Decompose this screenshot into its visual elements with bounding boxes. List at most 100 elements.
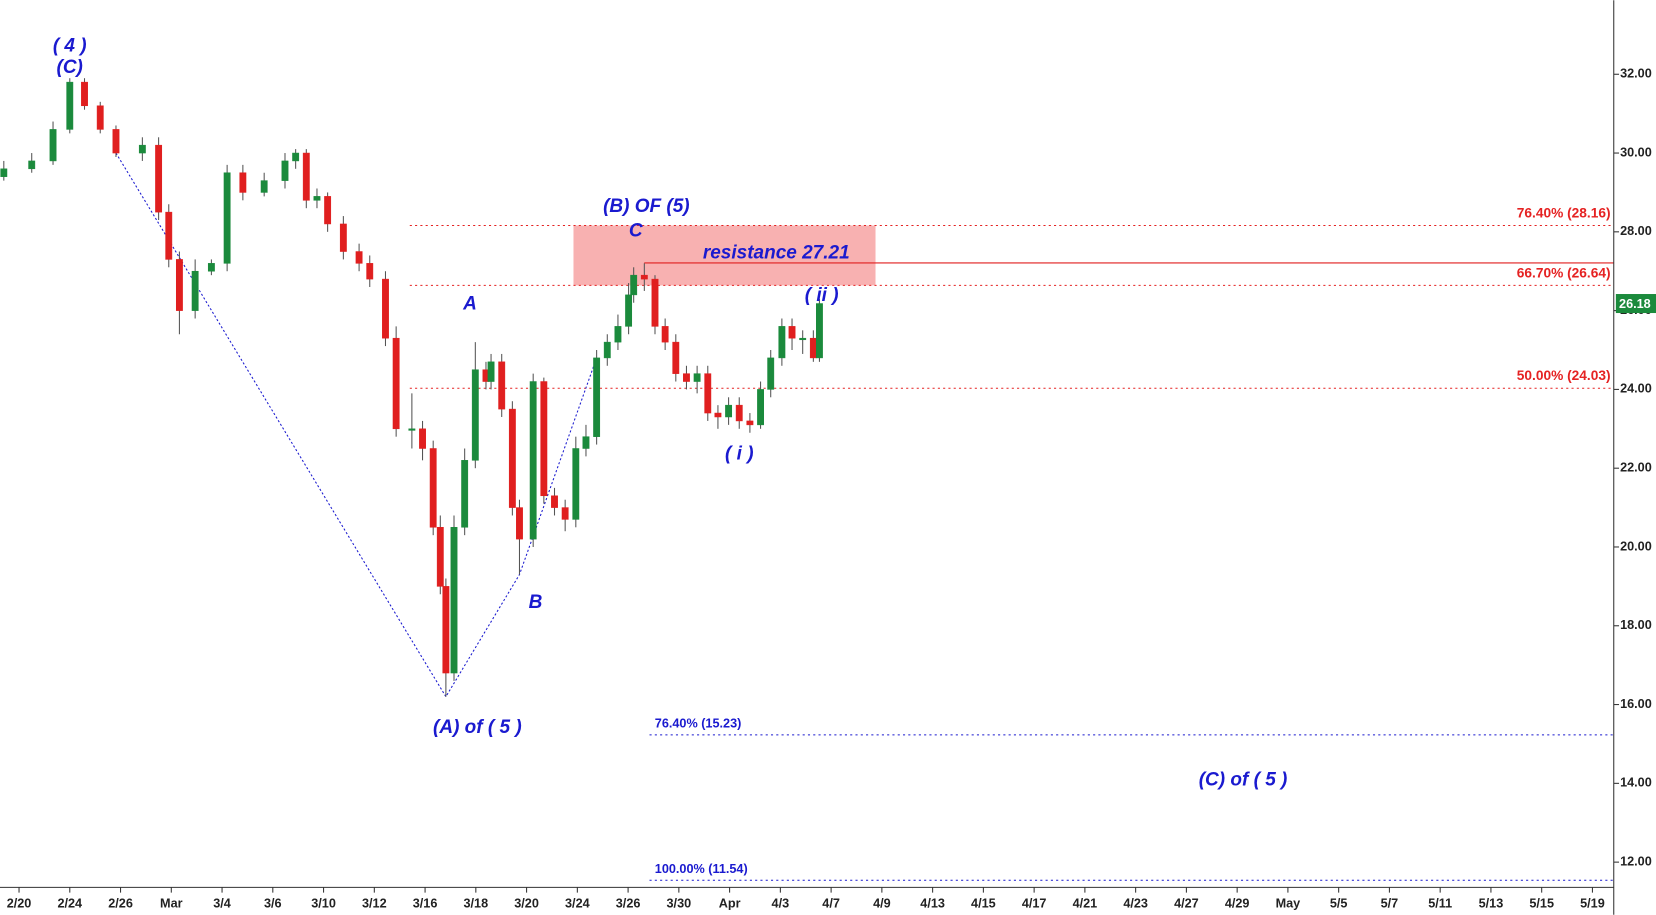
wave-trendline bbox=[115, 152, 598, 698]
level-layer bbox=[115, 152, 1614, 881]
wave-label: A bbox=[462, 293, 477, 314]
wave-label: (C) of ( 5 ) bbox=[1199, 770, 1288, 791]
y-tick-label: 22.00 bbox=[1620, 461, 1652, 475]
candle-body bbox=[461, 460, 469, 528]
x-tick-label: Apr bbox=[719, 897, 741, 911]
candle-body bbox=[419, 428, 426, 449]
candle-body bbox=[516, 507, 523, 540]
x-tick-label: 2/26 bbox=[108, 897, 133, 911]
x-tick-label: 4/15 bbox=[971, 897, 996, 911]
candle-body bbox=[81, 81, 88, 107]
last-price-tag bbox=[1615, 294, 1656, 314]
x-tick-label: 4/13 bbox=[920, 897, 945, 911]
candle-body bbox=[603, 341, 611, 359]
candle-body bbox=[693, 373, 701, 382]
fib-label: 76.40% (28.16) bbox=[1517, 206, 1611, 221]
candle-body bbox=[672, 341, 680, 374]
candle-body bbox=[788, 326, 796, 339]
x-tick-label: 5/13 bbox=[1479, 897, 1504, 911]
y-tick-label: 12.00 bbox=[1620, 854, 1652, 868]
candle-body bbox=[313, 196, 321, 201]
candle-body bbox=[757, 389, 764, 426]
candle-body bbox=[281, 160, 289, 181]
x-tick-label: 4/21 bbox=[1073, 897, 1098, 911]
x-tick-label: 3/24 bbox=[565, 897, 590, 911]
wave-label: (B) OF (5) bbox=[603, 196, 690, 217]
candle-body bbox=[442, 586, 450, 674]
candle-body bbox=[0, 168, 8, 177]
x-tick-label: 4/29 bbox=[1225, 897, 1250, 911]
y-tick-label: 18.00 bbox=[1620, 618, 1652, 632]
candle-body bbox=[175, 259, 183, 311]
candle-body bbox=[191, 270, 199, 311]
candle-body bbox=[138, 144, 146, 154]
candle-body bbox=[28, 160, 36, 170]
candle-body bbox=[366, 263, 374, 280]
x-tick-label: 2/24 bbox=[57, 897, 82, 911]
candle-body bbox=[630, 274, 638, 296]
wave-label: ( 4 ) bbox=[53, 36, 87, 57]
candle-body bbox=[155, 144, 163, 213]
candle-body bbox=[450, 527, 458, 674]
resistance-zone bbox=[573, 225, 876, 286]
x-tick-label: 4/17 bbox=[1022, 897, 1047, 911]
candle-body bbox=[561, 507, 569, 520]
candle-body bbox=[429, 448, 437, 528]
y-tick-label: 30.00 bbox=[1620, 145, 1652, 159]
candle-body bbox=[593, 357, 601, 437]
fib-label: 66.70% (26.64) bbox=[1517, 265, 1611, 280]
wave-label: (C) bbox=[57, 57, 83, 78]
x-tick-label: 5/19 bbox=[1580, 897, 1605, 911]
candle-layer bbox=[0, 78, 823, 697]
candle-body bbox=[112, 129, 120, 154]
last-price-label: 26.18 bbox=[1619, 297, 1651, 311]
candle-body bbox=[207, 263, 215, 272]
candle-body bbox=[725, 404, 733, 418]
candle-body bbox=[165, 211, 173, 260]
candle-body bbox=[66, 81, 74, 130]
candle-body bbox=[292, 152, 300, 162]
candle-body bbox=[572, 448, 580, 520]
candle-body bbox=[408, 428, 416, 431]
fib-label: 50.00% (24.03) bbox=[1517, 368, 1611, 383]
wave-label: ( i ) bbox=[725, 443, 754, 464]
x-tick-label: 3/6 bbox=[264, 897, 282, 911]
candle-body bbox=[640, 274, 648, 280]
y-tick-label: 32.00 bbox=[1620, 67, 1652, 81]
y-tick-label: 16.00 bbox=[1620, 697, 1652, 711]
x-tick-label: 3/20 bbox=[514, 897, 539, 911]
zone-layer bbox=[573, 225, 876, 286]
candle-body bbox=[223, 172, 231, 264]
candle-body bbox=[355, 251, 363, 264]
wave-label: C bbox=[629, 221, 643, 242]
candle-body bbox=[49, 129, 57, 162]
fib-label: 76.40% (15.23) bbox=[655, 717, 742, 731]
candle-body bbox=[799, 337, 807, 341]
candle-body bbox=[551, 495, 558, 508]
candle-body bbox=[324, 196, 332, 225]
y-tick-label: 28.00 bbox=[1620, 224, 1652, 238]
candle-body bbox=[392, 337, 400, 430]
candle-body bbox=[746, 420, 754, 426]
candle-body bbox=[778, 326, 786, 359]
x-tick-label: 3/12 bbox=[362, 897, 387, 911]
label-layer: 76.40% (28.16) 66.70% (26.64) 50.00% (24.0… bbox=[53, 36, 1611, 876]
x-tick-label: 4/3 bbox=[772, 897, 790, 911]
y-tick-label: 14.00 bbox=[1620, 776, 1652, 790]
x-tick-label: 3/4 bbox=[213, 897, 231, 911]
candle-body bbox=[471, 369, 479, 461]
x-tick-label: 4/27 bbox=[1174, 897, 1199, 911]
candle-body bbox=[582, 436, 590, 449]
x-tick-label: 4/23 bbox=[1123, 897, 1148, 911]
x-tick-label: 3/16 bbox=[413, 897, 438, 911]
candle-body bbox=[614, 326, 622, 343]
candle-body bbox=[436, 527, 444, 587]
x-tick-label: 4/9 bbox=[873, 897, 891, 911]
candle-body bbox=[498, 361, 506, 410]
x-tick-label: 2/20 bbox=[7, 897, 32, 911]
candle-body bbox=[382, 278, 389, 339]
candle-body bbox=[809, 337, 817, 359]
x-tick-label: 3/18 bbox=[464, 897, 489, 911]
